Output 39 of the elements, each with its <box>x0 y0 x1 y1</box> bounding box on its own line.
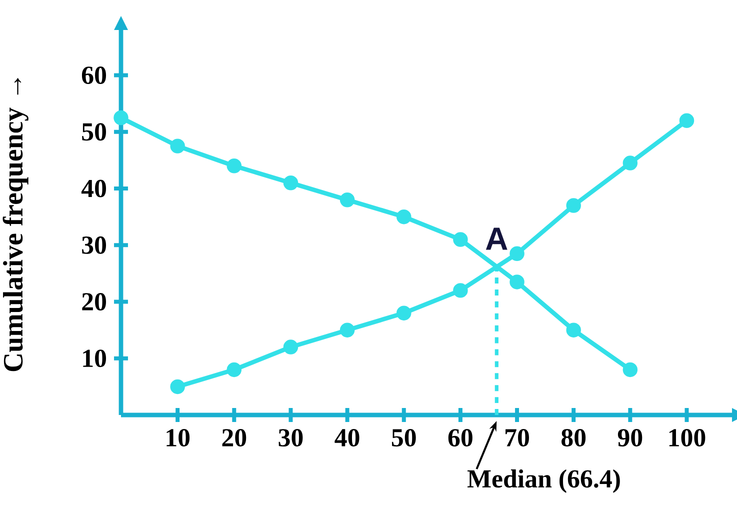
point <box>283 175 298 190</box>
point <box>510 274 524 290</box>
y-tick-label: 10 <box>83 350 106 368</box>
x-tick-label: 50 <box>392 429 416 446</box>
x-tick-label: 30 <box>278 429 303 446</box>
ref-line-label: Median (66.4) <box>467 469 620 493</box>
x-tick-label: 10 <box>166 429 190 446</box>
point <box>622 156 638 170</box>
point <box>114 110 128 126</box>
point <box>170 138 185 154</box>
point <box>566 198 581 213</box>
x-tick-label: 60 <box>448 429 472 446</box>
point <box>226 158 242 174</box>
point <box>566 322 581 338</box>
x-tick-label: 20 <box>222 429 246 446</box>
point <box>283 340 298 354</box>
annotation: A <box>486 228 508 250</box>
point <box>396 306 412 320</box>
point <box>396 209 412 224</box>
x-tick-label: 40 <box>334 429 360 446</box>
point <box>340 322 355 338</box>
y-tick-label: 40 <box>81 180 106 198</box>
point <box>453 232 468 247</box>
y-tick-label: 50 <box>82 123 106 141</box>
point <box>453 283 468 298</box>
x-tick-label: 70 <box>506 429 529 446</box>
point <box>340 192 355 208</box>
y-tick-label: 20 <box>82 293 106 310</box>
y-tick-label: 30 <box>82 236 106 254</box>
point <box>170 379 185 394</box>
point <box>679 113 694 128</box>
x-tick-label: 90 <box>618 429 642 446</box>
x-tick-label: 100 <box>669 429 706 446</box>
y-axis-title: Cumulative frequency → <box>2 78 28 372</box>
y-tick-label: 60 <box>82 66 106 84</box>
x-tick-label: 80 <box>562 429 586 446</box>
point <box>510 246 524 262</box>
point <box>226 362 242 378</box>
point <box>622 362 638 378</box>
